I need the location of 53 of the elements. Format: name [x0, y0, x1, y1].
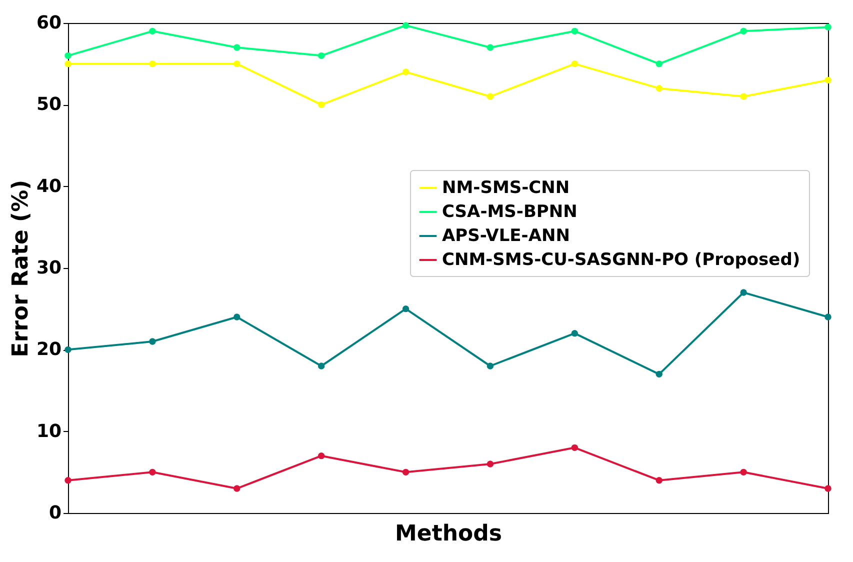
point — [402, 22, 410, 29]
legend-label: CSA-MS-BPNN — [442, 202, 578, 222]
legend-label: NM-SMS-CNN — [442, 178, 570, 198]
legend-label: APS-VLE-ANN — [442, 226, 570, 246]
point — [402, 468, 410, 476]
point — [824, 76, 832, 84]
point — [656, 370, 662, 378]
y-tick-label: 0 — [48, 502, 62, 524]
y-tick-label: 10 — [36, 420, 62, 442]
y-axis-title: Error Rate (%) — [8, 180, 34, 358]
y-tick-label: 50 — [36, 94, 62, 116]
point — [64, 52, 72, 60]
point — [486, 362, 494, 370]
point — [318, 101, 325, 108]
point — [64, 476, 72, 484]
legend-label: CNM-SMS-CU-SASGNN-PO (Proposed) — [442, 250, 800, 270]
point — [486, 460, 494, 468]
point — [486, 93, 494, 100]
point — [402, 305, 410, 312]
point — [824, 314, 832, 320]
point — [824, 24, 832, 30]
point — [571, 330, 578, 337]
point — [402, 68, 410, 76]
point — [318, 362, 325, 370]
point — [740, 289, 747, 296]
point — [149, 338, 156, 345]
point — [234, 485, 240, 492]
point — [318, 52, 325, 60]
point — [64, 60, 72, 68]
point — [571, 28, 578, 35]
point — [571, 60, 578, 68]
point — [64, 346, 72, 354]
y-tick-label: 40 — [36, 176, 62, 197]
point — [571, 444, 578, 452]
point — [318, 452, 325, 460]
point — [656, 60, 662, 68]
y-tick-label: 60 — [36, 12, 62, 34]
point — [656, 84, 662, 92]
point — [486, 44, 494, 51]
point — [656, 476, 662, 484]
point — [740, 468, 747, 476]
point — [824, 485, 832, 492]
x-axis-title: Methods — [395, 522, 502, 546]
point — [234, 44, 240, 51]
point — [740, 93, 747, 100]
y-tick-label: 30 — [36, 258, 62, 278]
y-tick-label: 20 — [36, 339, 62, 360]
point — [234, 314, 240, 320]
point — [149, 28, 156, 35]
point — [234, 60, 240, 68]
point — [149, 468, 156, 476]
point — [740, 28, 747, 35]
point — [149, 60, 156, 68]
